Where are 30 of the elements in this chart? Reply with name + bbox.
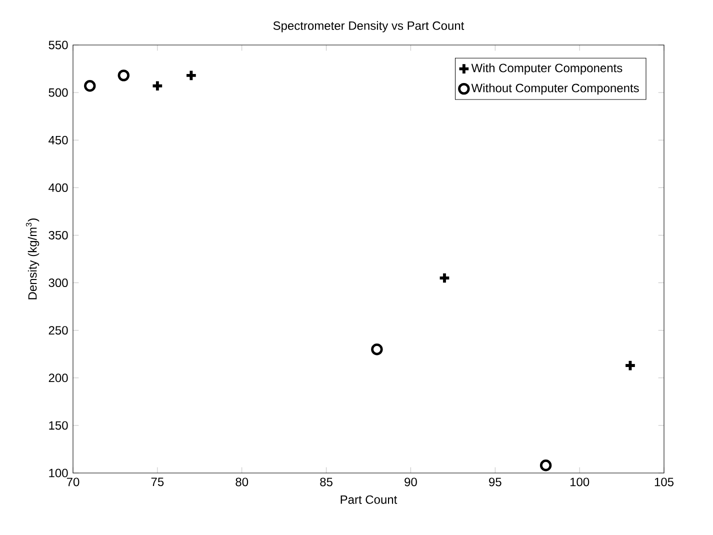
- y-tick-label: 350: [48, 230, 68, 240]
- x-tick-label: 90: [404, 478, 417, 486]
- chart-title: Spectrometer Density vs Part Count: [273, 21, 464, 32]
- x-axis-title: Part Count: [340, 495, 398, 504]
- point: [118, 70, 130, 82]
- x-tick-label: 95: [489, 478, 502, 486]
- point: [540, 460, 552, 472]
- x-tick-label: 100: [570, 478, 590, 486]
- point: [84, 80, 96, 92]
- point: [438, 272, 451, 284]
- y-tick-label: 100: [49, 468, 68, 478]
- y-tick-label: 250: [48, 326, 68, 335]
- point: [371, 343, 383, 356]
- x-tick-label: 75: [151, 478, 164, 486]
- y-tick-label: 200: [48, 374, 68, 382]
- legend-label: With Computer Components: [471, 63, 622, 75]
- y-tick-label: 400: [48, 183, 68, 192]
- x-tick-label: 80: [236, 478, 248, 486]
- y-tick-label: 500: [48, 88, 68, 97]
- point: [624, 359, 636, 372]
- x-tick-label: 105: [654, 478, 674, 486]
- y-tick-label: 550: [48, 40, 68, 50]
- y-tick-label: 300: [48, 278, 68, 288]
- y-tick-label: 150: [49, 421, 68, 430]
- y-axis-title: Density (kg/m$^{3}$): [26, 218, 40, 300]
- legend-label: Without Computer Components: [471, 83, 639, 95]
- y-tick-label: 450: [48, 136, 68, 144]
- x-tick-label: 70: [66, 478, 80, 486]
- x-tick-label: 85: [320, 478, 332, 486]
- point: [185, 69, 198, 82]
